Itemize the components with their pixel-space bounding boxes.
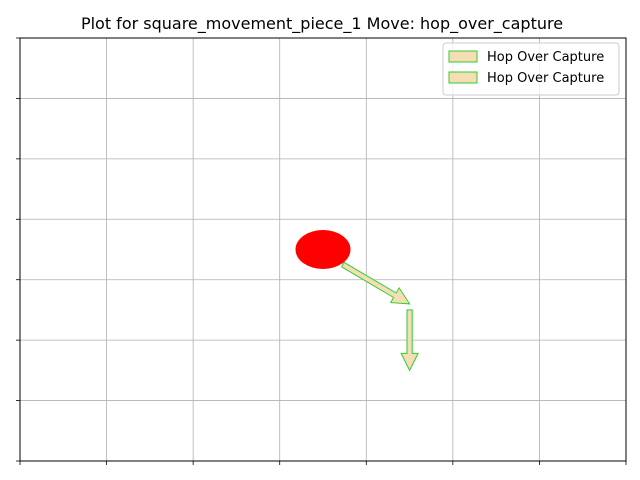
legend-label-1: Hop Over Capture (487, 71, 604, 86)
move-arrows (340, 261, 419, 372)
plot-frame (19, 37, 627, 462)
legend-label-0: Hop Over Capture (487, 50, 604, 65)
chart-title: Plot for square_movement_piece_1 Move: h… (81, 14, 563, 34)
legend: Hop Over Capture Hop Over Capture (442, 42, 620, 96)
legend-swatch-0 (448, 50, 478, 63)
axis-ticks (16, 37, 627, 465)
piece-marker (295, 230, 351, 269)
legend-box (442, 42, 620, 96)
legend-swatch-1 (448, 71, 478, 84)
pieces (295, 230, 351, 269)
move-arrow-0 (340, 261, 411, 305)
move-arrow-1 (400, 309, 419, 372)
